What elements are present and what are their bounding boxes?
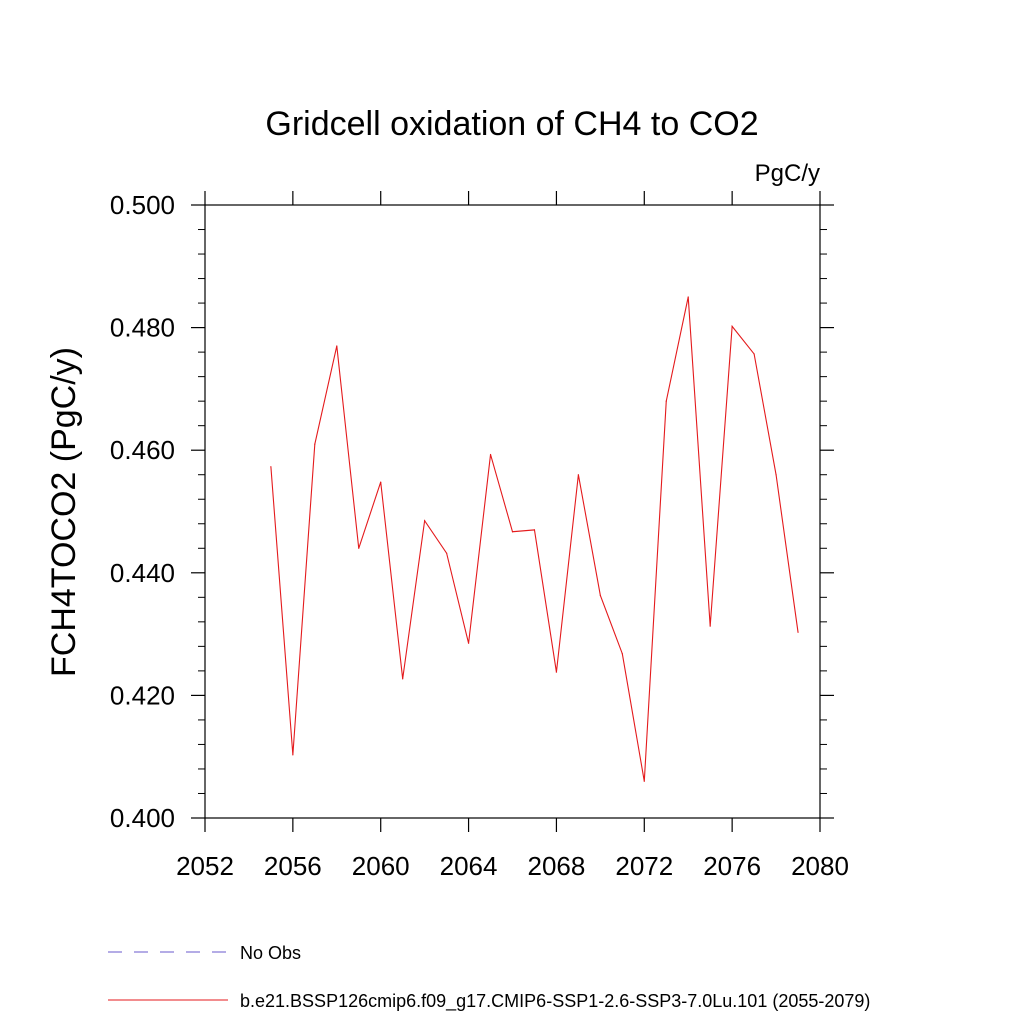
data-point xyxy=(424,520,426,522)
data-point xyxy=(292,754,294,756)
data-point xyxy=(599,594,601,597)
x-tick-label: 2076 xyxy=(703,851,761,881)
series-line xyxy=(270,296,799,782)
data-point xyxy=(358,547,360,549)
legend: No Obs b.e21.BSSP126cmip6.f09_g17.CMIP6-S… xyxy=(108,943,870,1012)
legend-label: b.e21.BSSP126cmip6.f09_g17.CMIP6-SSP1-2.… xyxy=(240,991,870,1012)
x-tick-label: 2064 xyxy=(440,851,498,881)
data-point xyxy=(687,296,689,298)
y-tick-label: 0.460 xyxy=(110,435,175,465)
data-point xyxy=(467,642,470,644)
data-point xyxy=(489,453,492,456)
y-tick-label: 0.480 xyxy=(110,313,175,343)
data-point xyxy=(665,400,667,402)
data-point xyxy=(709,625,711,627)
x-tick-label: 2060 xyxy=(352,851,410,881)
axes: 2052 2056 2060 2064 2068 2072 2076 2080 0.400 0.4… xyxy=(110,190,849,881)
data-point xyxy=(555,671,558,673)
data-point xyxy=(797,631,799,633)
data-point xyxy=(577,474,579,476)
units-label: PgC/y xyxy=(755,160,820,187)
data-point xyxy=(621,653,623,655)
data-point xyxy=(402,678,404,680)
data-point xyxy=(533,529,536,531)
y-tick-label: 0.420 xyxy=(110,680,175,710)
data-point xyxy=(380,481,382,483)
data-point xyxy=(446,552,448,554)
data-point xyxy=(336,345,338,347)
data-point xyxy=(270,466,272,468)
x-tick-label: 2052 xyxy=(176,851,234,881)
chart-title: Gridcell oxidation of CH4 to CO2 xyxy=(265,105,758,143)
x-tick-label: 2056 xyxy=(264,851,322,881)
y-tick-label: 0.500 xyxy=(110,190,175,220)
data-point xyxy=(511,531,514,533)
data-point xyxy=(775,474,777,476)
y-tick-label: 0.400 xyxy=(110,803,175,833)
y-axis-label: FCH4TOCO2 (PgC/y) xyxy=(45,347,83,677)
plot-frame xyxy=(204,204,821,819)
y-tick-label: 0.440 xyxy=(110,558,175,588)
series-layer xyxy=(270,296,799,782)
x-tick-label: 2080 xyxy=(791,851,849,881)
data-point xyxy=(314,443,316,445)
data-point xyxy=(643,780,645,782)
data-point xyxy=(731,325,733,327)
data-point xyxy=(753,353,755,355)
x-tick-label: 2072 xyxy=(615,851,673,881)
x-tick-label: 2068 xyxy=(528,851,586,881)
legend-label: No Obs xyxy=(240,943,301,963)
